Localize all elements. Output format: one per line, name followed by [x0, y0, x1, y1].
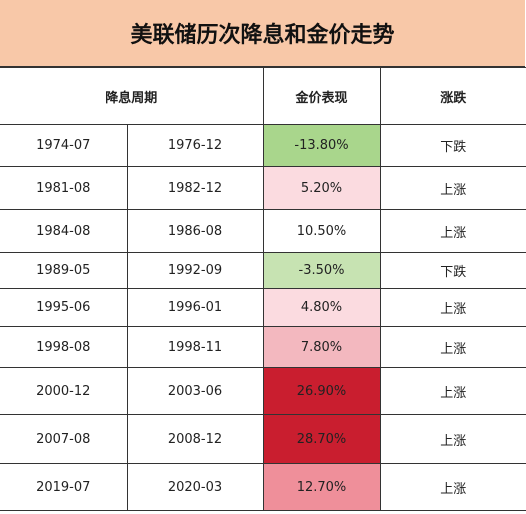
trend-cell: 上涨	[379, 166, 526, 210]
gold-change-cell: 7.80%	[262, 326, 381, 368]
sheet-title: 美联储历次降息和金价走势	[0, 0, 525, 67]
header-gold: 金价表现	[262, 67, 381, 125]
table-row: 2000-12 2003-06 26.90% 上涨	[0, 367, 526, 415]
start-date-cell: 2007-08	[0, 414, 128, 464]
trend-cell: 上涨	[379, 288, 526, 327]
trend-cell: 上涨	[379, 463, 526, 511]
table-row: 1974-07 1976-12 -13.80% 下跌	[0, 124, 526, 167]
trend-cell: 上涨	[379, 367, 526, 415]
trend-cell: 上涨	[379, 209, 526, 253]
end-date-cell: 1996-01	[126, 288, 264, 327]
header-period: 降息周期	[0, 67, 264, 125]
table-row: 2019-07 2020-03 12.70% 上涨	[0, 463, 526, 511]
start-date-cell: 2000-12	[0, 367, 128, 415]
end-date-cell: 1976-12	[126, 124, 264, 167]
header-trend: 涨跌	[379, 67, 526, 125]
end-date-cell: 1986-08	[126, 209, 264, 253]
end-date-cell: 1998-11	[126, 326, 264, 368]
trend-cell: 下跌	[379, 252, 526, 289]
header-row: 降息周期 金价表现 涨跌	[0, 67, 526, 125]
gold-change-cell: 26.90%	[262, 367, 381, 415]
table-row: 1984-08 1986-08 10.50% 上涨	[0, 209, 526, 253]
end-date-cell: 1992-09	[126, 252, 264, 289]
end-date-cell: 1982-12	[126, 166, 264, 210]
gold-change-cell: -3.50%	[262, 252, 381, 289]
gold-change-cell: 5.20%	[262, 166, 381, 210]
start-date-cell: 1984-08	[0, 209, 128, 253]
gold-change-cell: 12.70%	[262, 463, 381, 511]
trend-cell: 上涨	[379, 414, 526, 464]
end-date-cell: 2003-06	[126, 367, 264, 415]
rate-cut-table: 降息周期 金价表现 涨跌 1974-07 1976-12 -13.80% 下跌 1981…	[0, 67, 526, 511]
gold-change-cell: 10.50%	[262, 209, 381, 253]
trend-cell: 上涨	[379, 326, 526, 368]
table-row: 2007-08 2008-12 28.70% 上涨	[0, 414, 526, 464]
start-date-cell: 1974-07	[0, 124, 128, 167]
start-date-cell: 1989-05	[0, 252, 128, 289]
table-row: 1981-08 1982-12 5.20% 上涨	[0, 166, 526, 210]
gold-change-cell: -13.80%	[262, 124, 381, 167]
gold-change-cell: 4.80%	[262, 288, 381, 327]
table-row: 1998-08 1998-11 7.80% 上涨	[0, 326, 526, 368]
end-date-cell: 2008-12	[126, 414, 264, 464]
start-date-cell: 1981-08	[0, 166, 128, 210]
start-date-cell: 2019-07	[0, 463, 128, 511]
trend-cell: 下跌	[379, 124, 526, 167]
start-date-cell: 1998-08	[0, 326, 128, 368]
table-row: 1995-06 1996-01 4.80% 上涨	[0, 288, 526, 327]
gold-change-cell: 28.70%	[262, 414, 381, 464]
start-date-cell: 1995-06	[0, 288, 128, 327]
end-date-cell: 2020-03	[126, 463, 264, 511]
table-row: 1989-05 1992-09 -3.50% 下跌	[0, 252, 526, 289]
